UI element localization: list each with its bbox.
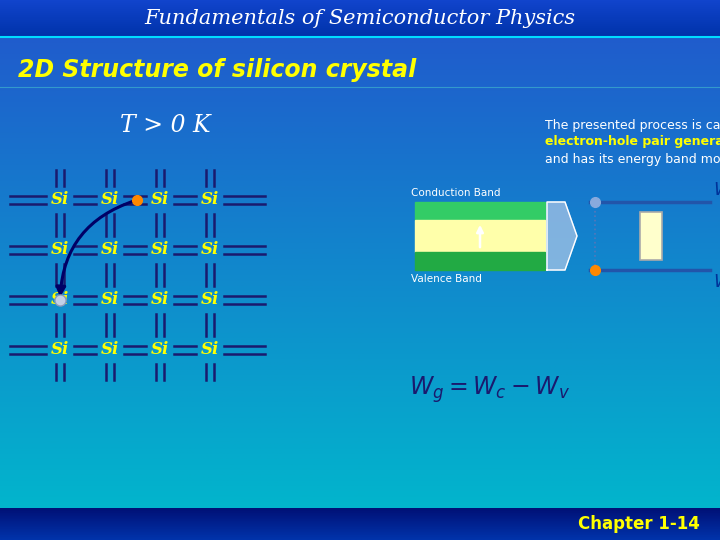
Text: Si: Si bbox=[201, 192, 219, 208]
Text: The presented process is called: The presented process is called bbox=[545, 118, 720, 132]
Text: 2D Structure of silicon crystal: 2D Structure of silicon crystal bbox=[18, 58, 416, 82]
Text: Si: Si bbox=[51, 341, 69, 359]
Text: Conduction Band: Conduction Band bbox=[411, 188, 500, 198]
Text: T > 0 K: T > 0 K bbox=[120, 113, 210, 137]
Text: Si: Si bbox=[101, 292, 120, 308]
Text: Si: Si bbox=[51, 292, 69, 308]
Text: Si: Si bbox=[201, 292, 219, 308]
Text: Si: Si bbox=[101, 192, 120, 208]
Text: $W_C$: $W_C$ bbox=[713, 180, 720, 200]
Text: Si: Si bbox=[150, 292, 169, 308]
Text: Si: Si bbox=[150, 241, 169, 259]
Text: Si: Si bbox=[101, 341, 120, 359]
Text: Si: Si bbox=[101, 241, 120, 259]
Text: and has its energy band model:: and has its energy band model: bbox=[545, 152, 720, 165]
Text: Valence Band: Valence Band bbox=[411, 274, 482, 284]
Text: $W_g = W_c - W_v$: $W_g = W_c - W_v$ bbox=[410, 375, 570, 406]
Bar bbox=[415, 220, 545, 252]
Text: electron-hole pair generation: electron-hole pair generation bbox=[545, 136, 720, 148]
Text: Si: Si bbox=[150, 192, 169, 208]
Text: Si: Si bbox=[51, 241, 69, 259]
Text: Si: Si bbox=[201, 341, 219, 359]
Text: Si: Si bbox=[51, 192, 69, 208]
Bar bbox=[640, 212, 662, 260]
Text: Si: Si bbox=[150, 341, 169, 359]
Text: Chapter 1-14: Chapter 1-14 bbox=[578, 515, 700, 533]
Polygon shape bbox=[547, 202, 577, 270]
Bar bbox=[415, 252, 545, 270]
Text: $W_V$: $W_V$ bbox=[713, 272, 720, 292]
Text: Si: Si bbox=[201, 241, 219, 259]
FancyArrowPatch shape bbox=[477, 227, 483, 247]
Bar bbox=[415, 202, 545, 220]
Text: Fundamentals of Semiconductor Physics: Fundamentals of Semiconductor Physics bbox=[145, 9, 575, 28]
FancyArrowPatch shape bbox=[57, 201, 135, 294]
